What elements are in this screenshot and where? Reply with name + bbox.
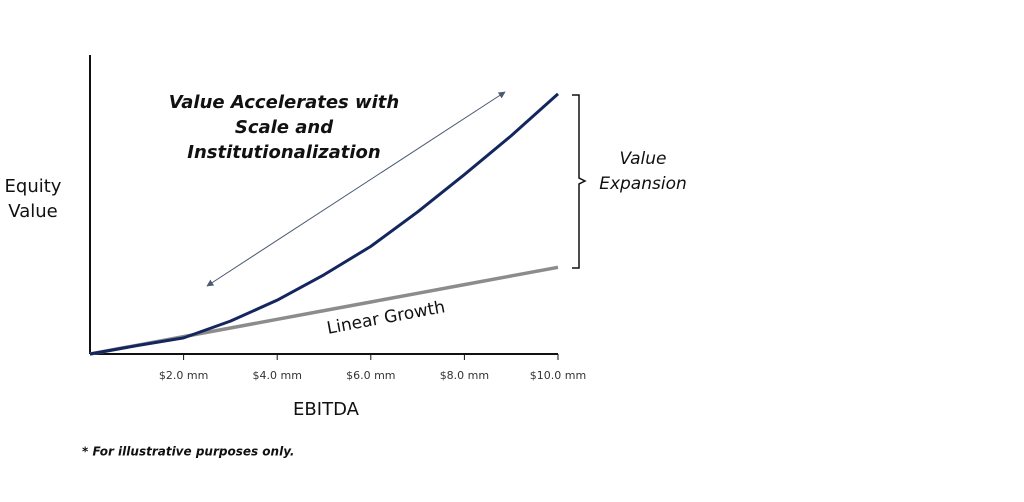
annotation: Scale and xyxy=(235,117,334,138)
x-tick-label: $6.0 mm xyxy=(346,369,395,382)
double-arrow xyxy=(206,91,506,287)
annotation: Expansion xyxy=(599,174,687,194)
x-tick-label: $2.0 mm xyxy=(159,369,208,382)
annotation: Value xyxy=(620,149,667,169)
series-label: Linear Growth xyxy=(325,297,446,338)
x-tick-label: $4.0 mm xyxy=(252,369,301,382)
annotation: Value Accelerates with xyxy=(169,92,399,113)
y-axis-label: Value xyxy=(8,201,57,222)
footnote: * For illustrative purposes only. xyxy=(82,445,295,459)
x-tick-label: $8.0 mm xyxy=(440,369,489,382)
x-tick-label: $10.0 mm xyxy=(530,369,586,382)
x-axis-label: EBITDA xyxy=(293,399,360,420)
bracket xyxy=(572,94,587,269)
series-line xyxy=(89,92,560,356)
y-axis-label: Equity xyxy=(5,176,62,197)
annotation: Institutionalization xyxy=(187,142,380,163)
